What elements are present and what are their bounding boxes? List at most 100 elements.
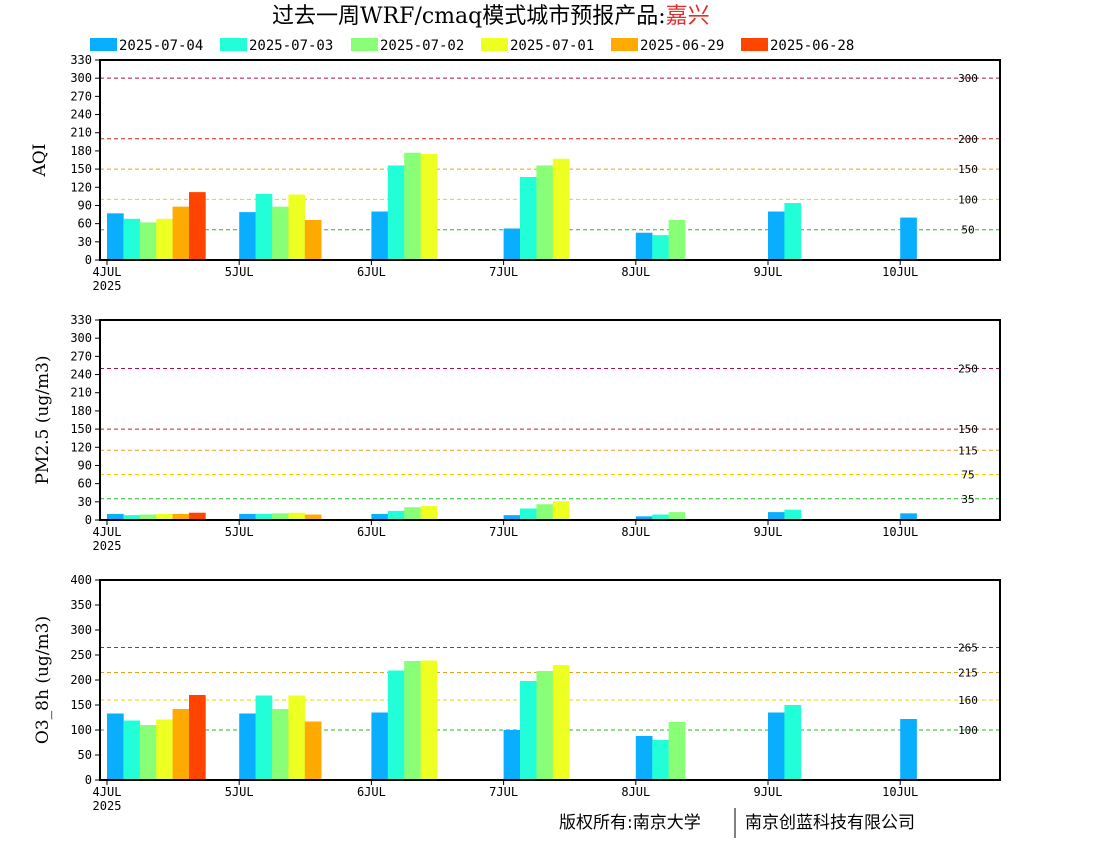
y-tick-label: 0 (85, 773, 92, 787)
y-tick-label: 120 (70, 180, 92, 194)
legend-swatch-2025-06-29 (611, 38, 638, 51)
x-tick-label-4JUL: 4JUL (93, 265, 122, 279)
bar-pm25-10JUL-2025-07-04 (900, 513, 917, 520)
y-axis-label-o3: O3_8h (ug/m3) (33, 616, 53, 744)
bar-o3-6JUL-2025-07-02 (404, 661, 421, 780)
bar-pm25-7JUL-2025-07-02 (536, 504, 554, 520)
panel-frame (99, 59, 1001, 261)
bar-aqi-6JUL-2025-07-03 (387, 165, 405, 260)
panel-aqi: 50 100 150 200 300 0 30 60 90 120 150 180 210 240 270 3… (30, 53, 1001, 293)
y-tick-label: 0 (85, 513, 92, 527)
x-tick-label-5JUL: 5JUL (225, 525, 254, 539)
bar-o3-7JUL-2025-07-02 (536, 671, 554, 780)
bar-pm25-9JUL-2025-07-04 (768, 512, 785, 520)
bar-aqi-6JUL-2025-07-01 (420, 153, 438, 260)
bar-pm25-5JUL-2025-07-02 (272, 513, 289, 520)
bar-o3-8JUL-2025-07-04 (635, 736, 653, 780)
legend: 2025-07-04 2025-07-03 2025-07-02 2025-07-01… (90, 38, 854, 54)
bar-aqi-7JUL-2025-07-01 (552, 158, 570, 260)
x-tick-label-7JUL: 7JUL (489, 265, 518, 279)
x-tick-label-7JUL: 7JUL (489, 525, 518, 539)
y-tick-label: 30 (78, 495, 92, 509)
bar-aqi-9JUL-2025-07-03 (784, 203, 802, 260)
bar-o3-4JUL-2025-06-29 (172, 709, 190, 780)
bar-o3-6JUL-2025-07-01 (420, 660, 438, 780)
bar-pm25-8JUL-2025-07-04 (635, 516, 653, 520)
bar-aqi-4JUL-2025-07-02 (139, 222, 157, 260)
x-tick-label-9JUL: 9JUL (754, 785, 783, 799)
bar-o3-8JUL-2025-07-02 (668, 722, 686, 780)
bar-pm25-5JUL-2025-07-01 (288, 512, 306, 520)
legend-label-2025-06-28: 2025-06-28 (770, 38, 854, 54)
x-tick-label-7JUL: 7JUL (489, 785, 518, 799)
bar-pm25-5JUL-2025-07-04 (239, 513, 256, 520)
x-tick-label-6JUL: 6JUL (357, 265, 386, 279)
bar-aqi-7JUL-2025-07-02 (536, 165, 554, 260)
bar-aqi-4JUL-2025-06-28 (189, 192, 206, 260)
bar-o3-6JUL-2025-07-04 (371, 712, 389, 780)
y-tick-label: 350 (70, 598, 92, 612)
bar-o3-10JUL-2025-07-04 (900, 719, 917, 780)
bar-pm25-4JUL-2025-07-01 (156, 513, 173, 520)
x-tick-label-8JUL: 8JUL (621, 265, 650, 279)
y-tick-label: 400 (70, 573, 92, 587)
y-tick-label: 120 (70, 440, 92, 454)
bar-aqi-4JUL-2025-07-01 (156, 218, 173, 260)
chart-panels: 5010015020030003060901201501802102402703… (30, 53, 1001, 813)
y-tick-label: 300 (70, 331, 92, 345)
x-tick-label-6JUL: 6JUL (357, 525, 386, 539)
bar-o3-5JUL-2025-07-01 (288, 695, 306, 780)
bar-aqi-6JUL-2025-07-02 (404, 152, 421, 260)
bar-aqi-7JUL-2025-07-04 (503, 228, 521, 260)
bar-o3-4JUL-2025-07-02 (139, 725, 157, 780)
y-tick-label: 300 (70, 71, 92, 85)
bar-aqi-7JUL-2025-07-03 (520, 176, 537, 260)
copyright-text: 版权所有:南京大学 (559, 813, 701, 833)
threshold-label-115: 115 (958, 444, 978, 457)
x-tick-label-5JUL: 5JUL (225, 265, 254, 279)
x-year-label: 2025 (93, 799, 122, 813)
bar-o3-5JUL-2025-06-29 (304, 721, 322, 780)
threshold-label-150: 150 (958, 163, 978, 176)
bar-pm25-6JUL-2025-07-02 (404, 507, 421, 520)
y-tick-label: 330 (70, 313, 92, 327)
y-tick-label: 150 (70, 422, 92, 436)
company-text: 南京创蓝科技有限公司 (745, 813, 915, 833)
threshold-label-75: 75 (961, 469, 974, 482)
x-year-label: 2025 (93, 279, 122, 293)
threshold-label-200: 200 (958, 133, 978, 146)
legend-label-2025-07-04: 2025-07-04 (119, 38, 203, 54)
y-tick-label: 180 (70, 144, 92, 158)
bar-o3-8JUL-2025-07-03 (652, 740, 669, 780)
y-tick-label: 270 (70, 349, 92, 363)
threshold-label-300: 300 (958, 72, 978, 85)
y-tick-label: 240 (70, 368, 92, 382)
y-tick-label: 90 (78, 198, 92, 212)
bar-pm25-7JUL-2025-07-04 (503, 515, 521, 520)
legend-label-2025-06-29: 2025-06-29 (640, 38, 724, 54)
y-tick-label: 30 (78, 235, 92, 249)
bar-pm25-7JUL-2025-07-03 (520, 508, 537, 520)
bar-aqi-10JUL-2025-07-04 (900, 217, 917, 260)
x-tick-label-8JUL: 8JUL (621, 785, 650, 799)
x-tick-label-4JUL: 4JUL (93, 525, 122, 539)
chart-title: 过去一周WRF/cmaq模式城市预报产品:嘉兴 (272, 4, 710, 29)
y-tick-label: 150 (70, 698, 92, 712)
bar-aqi-9JUL-2025-07-04 (768, 211, 785, 260)
bar-o3-4JUL-2025-07-03 (123, 720, 141, 780)
threshold-label-215: 215 (958, 667, 978, 680)
bar-pm25-6JUL-2025-07-04 (371, 513, 389, 520)
bar-o3-4JUL-2025-07-04 (107, 713, 124, 780)
bar-pm25-8JUL-2025-07-02 (668, 512, 686, 520)
bar-aqi-5JUL-2025-07-01 (288, 194, 306, 260)
bar-aqi-8JUL-2025-07-03 (652, 235, 669, 260)
bar-o3-5JUL-2025-07-04 (239, 713, 256, 780)
legend-swatch-2025-07-02 (351, 38, 378, 51)
x-tick-label-10JUL: 10JUL (882, 785, 918, 799)
bar-pm25-4JUL-2025-06-29 (172, 513, 190, 520)
bar-o3-6JUL-2025-07-03 (387, 670, 405, 780)
bar-o3-7JUL-2025-07-01 (552, 665, 570, 780)
y-tick-label: 210 (70, 126, 92, 140)
legend-swatch-2025-07-01 (481, 38, 508, 51)
